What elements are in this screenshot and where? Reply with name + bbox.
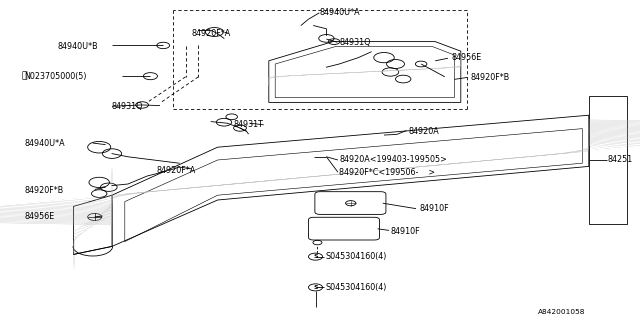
Text: A842001058: A842001058 <box>538 309 585 315</box>
Circle shape <box>88 213 102 220</box>
Text: 84940U*A: 84940U*A <box>24 139 65 148</box>
Text: 84920A: 84920A <box>408 127 439 136</box>
Text: N023705000(5): N023705000(5) <box>24 72 87 81</box>
Text: 84920F*C<199506-    >: 84920F*C<199506- > <box>339 168 435 177</box>
Text: 84956E: 84956E <box>24 212 54 221</box>
FancyBboxPatch shape <box>315 192 386 214</box>
Text: 84920F*B: 84920F*B <box>470 73 509 82</box>
Text: 84910F: 84910F <box>390 227 420 236</box>
Text: S: S <box>313 285 318 290</box>
Text: 84920F*A: 84920F*A <box>192 29 231 38</box>
Text: 84251: 84251 <box>608 156 633 164</box>
FancyBboxPatch shape <box>308 217 380 240</box>
Text: 84920F*A: 84920F*A <box>157 166 196 175</box>
Text: 84910F: 84910F <box>419 204 449 213</box>
Text: S045304160(4): S045304160(4) <box>325 252 387 261</box>
Text: 84956E: 84956E <box>451 53 481 62</box>
Polygon shape <box>269 42 461 102</box>
Bar <box>589 96 627 224</box>
Text: S045304160(4): S045304160(4) <box>325 283 387 292</box>
Text: 84940U*A: 84940U*A <box>320 8 360 17</box>
Text: 84920A<199403-199505>: 84920A<199403-199505> <box>339 156 447 164</box>
Polygon shape <box>74 195 112 254</box>
Text: Ⓝ: Ⓝ <box>21 72 27 81</box>
Polygon shape <box>112 115 589 246</box>
Text: S: S <box>313 254 318 259</box>
Text: 84931Q: 84931Q <box>112 102 143 111</box>
Text: 84931T: 84931T <box>234 120 264 129</box>
Text: 84920F*B: 84920F*B <box>24 186 63 195</box>
Text: 84931Q: 84931Q <box>339 38 371 47</box>
Text: 84940U*B: 84940U*B <box>58 42 98 51</box>
